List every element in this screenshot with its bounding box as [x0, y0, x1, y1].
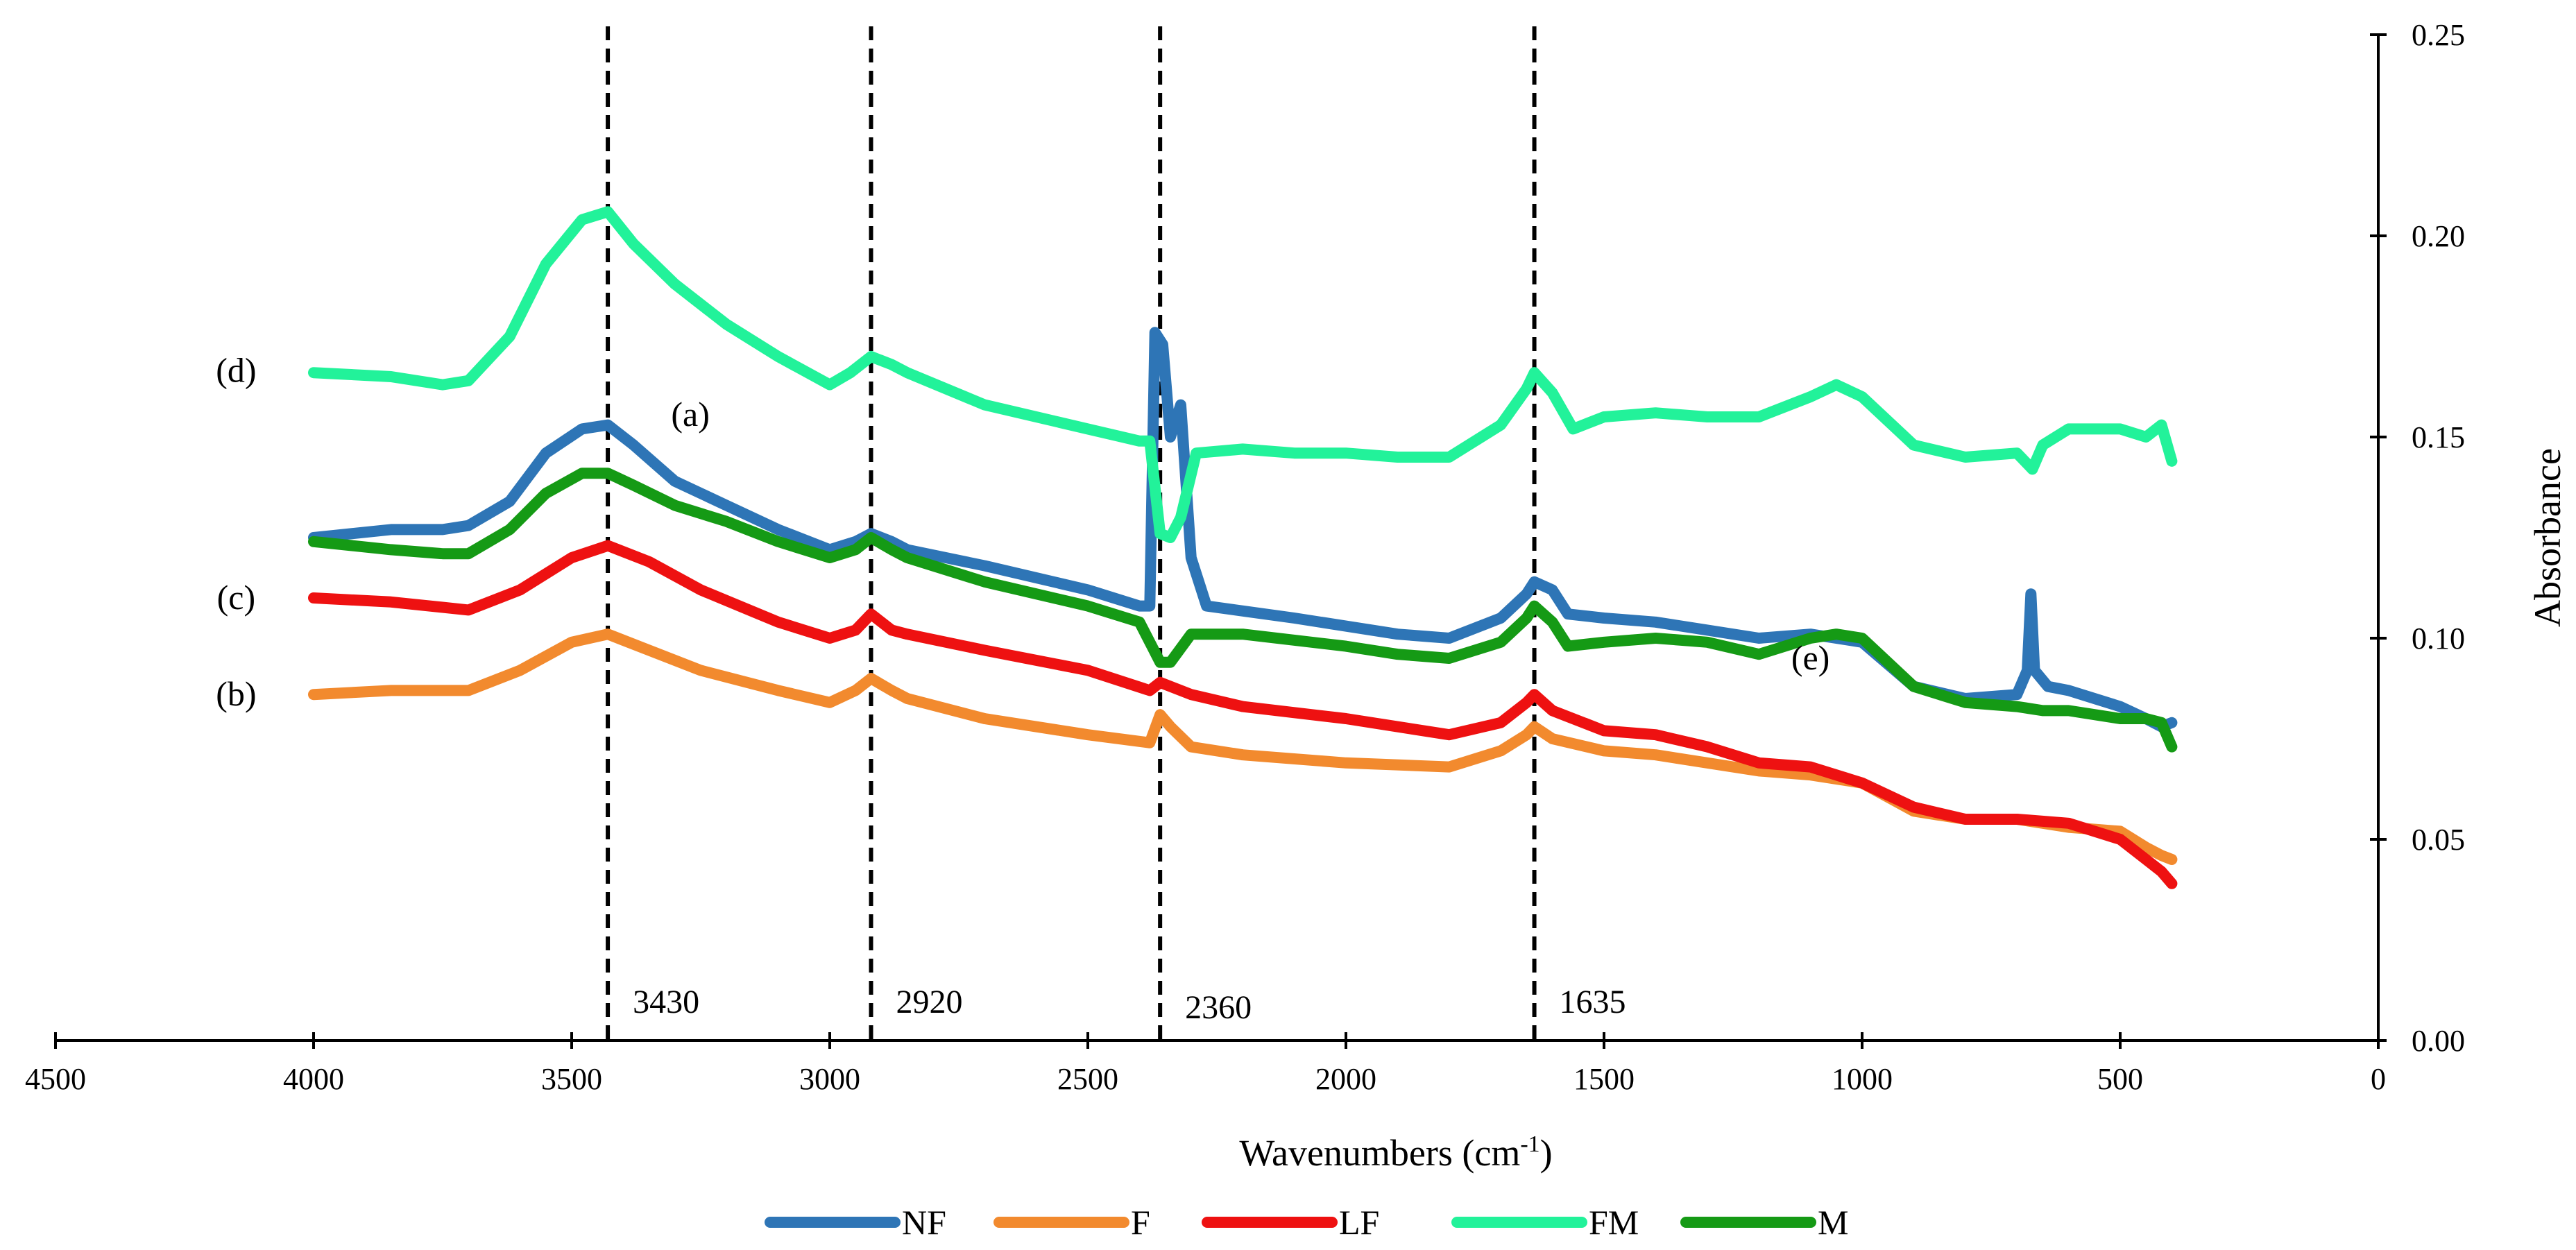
legend-label: M: [1818, 1203, 1848, 1242]
marker-label-2360: 2360: [1185, 989, 1252, 1026]
x-tick-label: 3500: [541, 1062, 602, 1096]
x-tick-label: 500: [2097, 1062, 2143, 1096]
legend-label: FM: [1589, 1203, 1639, 1242]
marker-label-1635: 1635: [1560, 984, 1626, 1020]
marker-label-3430: 3430: [633, 984, 699, 1020]
annotation-label: (c): [217, 578, 256, 617]
legend-label: LF: [1339, 1203, 1379, 1242]
x-axis-title: Wavenumbers (cm-1): [1239, 1131, 1552, 1174]
y-tick-label: 0.20: [2412, 219, 2465, 253]
x-tick-label: 3000: [799, 1062, 860, 1096]
marker-label-2920: 2920: [896, 984, 963, 1020]
series-line-m: [308, 468, 2178, 753]
y-tick-label: 0.15: [2412, 420, 2465, 454]
x-tick-label: 4500: [25, 1062, 86, 1096]
legend-item-lf: LF: [1202, 1203, 1379, 1242]
x-axis-title-main: Wavenumbers (cm: [1239, 1132, 1520, 1174]
y-tick-label: 0.00: [2412, 1024, 2465, 1058]
series-line-lf: [308, 540, 2178, 889]
annotation-label: (a): [671, 395, 710, 434]
series-lines: [308, 206, 2178, 889]
legend: NF F LF FM M: [765, 1203, 1848, 1242]
x-axis-title-suffix: ): [1540, 1132, 1553, 1174]
x-tick-label: 2000: [1315, 1062, 1376, 1096]
y-tick-label: 0.25: [2412, 18, 2465, 52]
legend-label: F: [1131, 1203, 1150, 1242]
series-line-nf: [308, 327, 2178, 733]
annotation-label: (d): [216, 350, 256, 389]
vertical-markers: 3430 2920 2360 1635: [606, 26, 1626, 1041]
x-tick-label: 0: [2371, 1062, 2386, 1096]
legend-item-f: F: [993, 1203, 1150, 1242]
y-axis-title: Absorbance: [2527, 448, 2568, 627]
y-tick-label: 0.05: [2412, 823, 2465, 857]
legend-item-m: M: [1680, 1203, 1848, 1242]
series-line-fm: [308, 206, 2178, 543]
axes: [56, 35, 2380, 1042]
legend-item-fm: FM: [1451, 1203, 1639, 1242]
annotation-label: (e): [1791, 638, 1830, 677]
annotation-label: (b): [216, 674, 256, 713]
legend-label: NF: [902, 1203, 946, 1242]
x-tick-label: 1500: [1573, 1062, 1635, 1096]
axis-ticks: 4500 4000 3500 3000 2500 2000 1500 1000 500 0 0.00…: [25, 18, 2465, 1096]
x-axis-title-sup: -1: [1520, 1131, 1539, 1157]
legend-item-nf: NF: [765, 1203, 946, 1242]
x-tick-label: 2500: [1057, 1062, 1118, 1096]
annotations: (d) (a) (c) (b) (e): [216, 350, 1829, 713]
y-tick-label: 0.10: [2412, 622, 2465, 656]
x-tick-label: 4000: [283, 1062, 344, 1096]
x-tick-label: 1000: [1832, 1062, 1893, 1096]
